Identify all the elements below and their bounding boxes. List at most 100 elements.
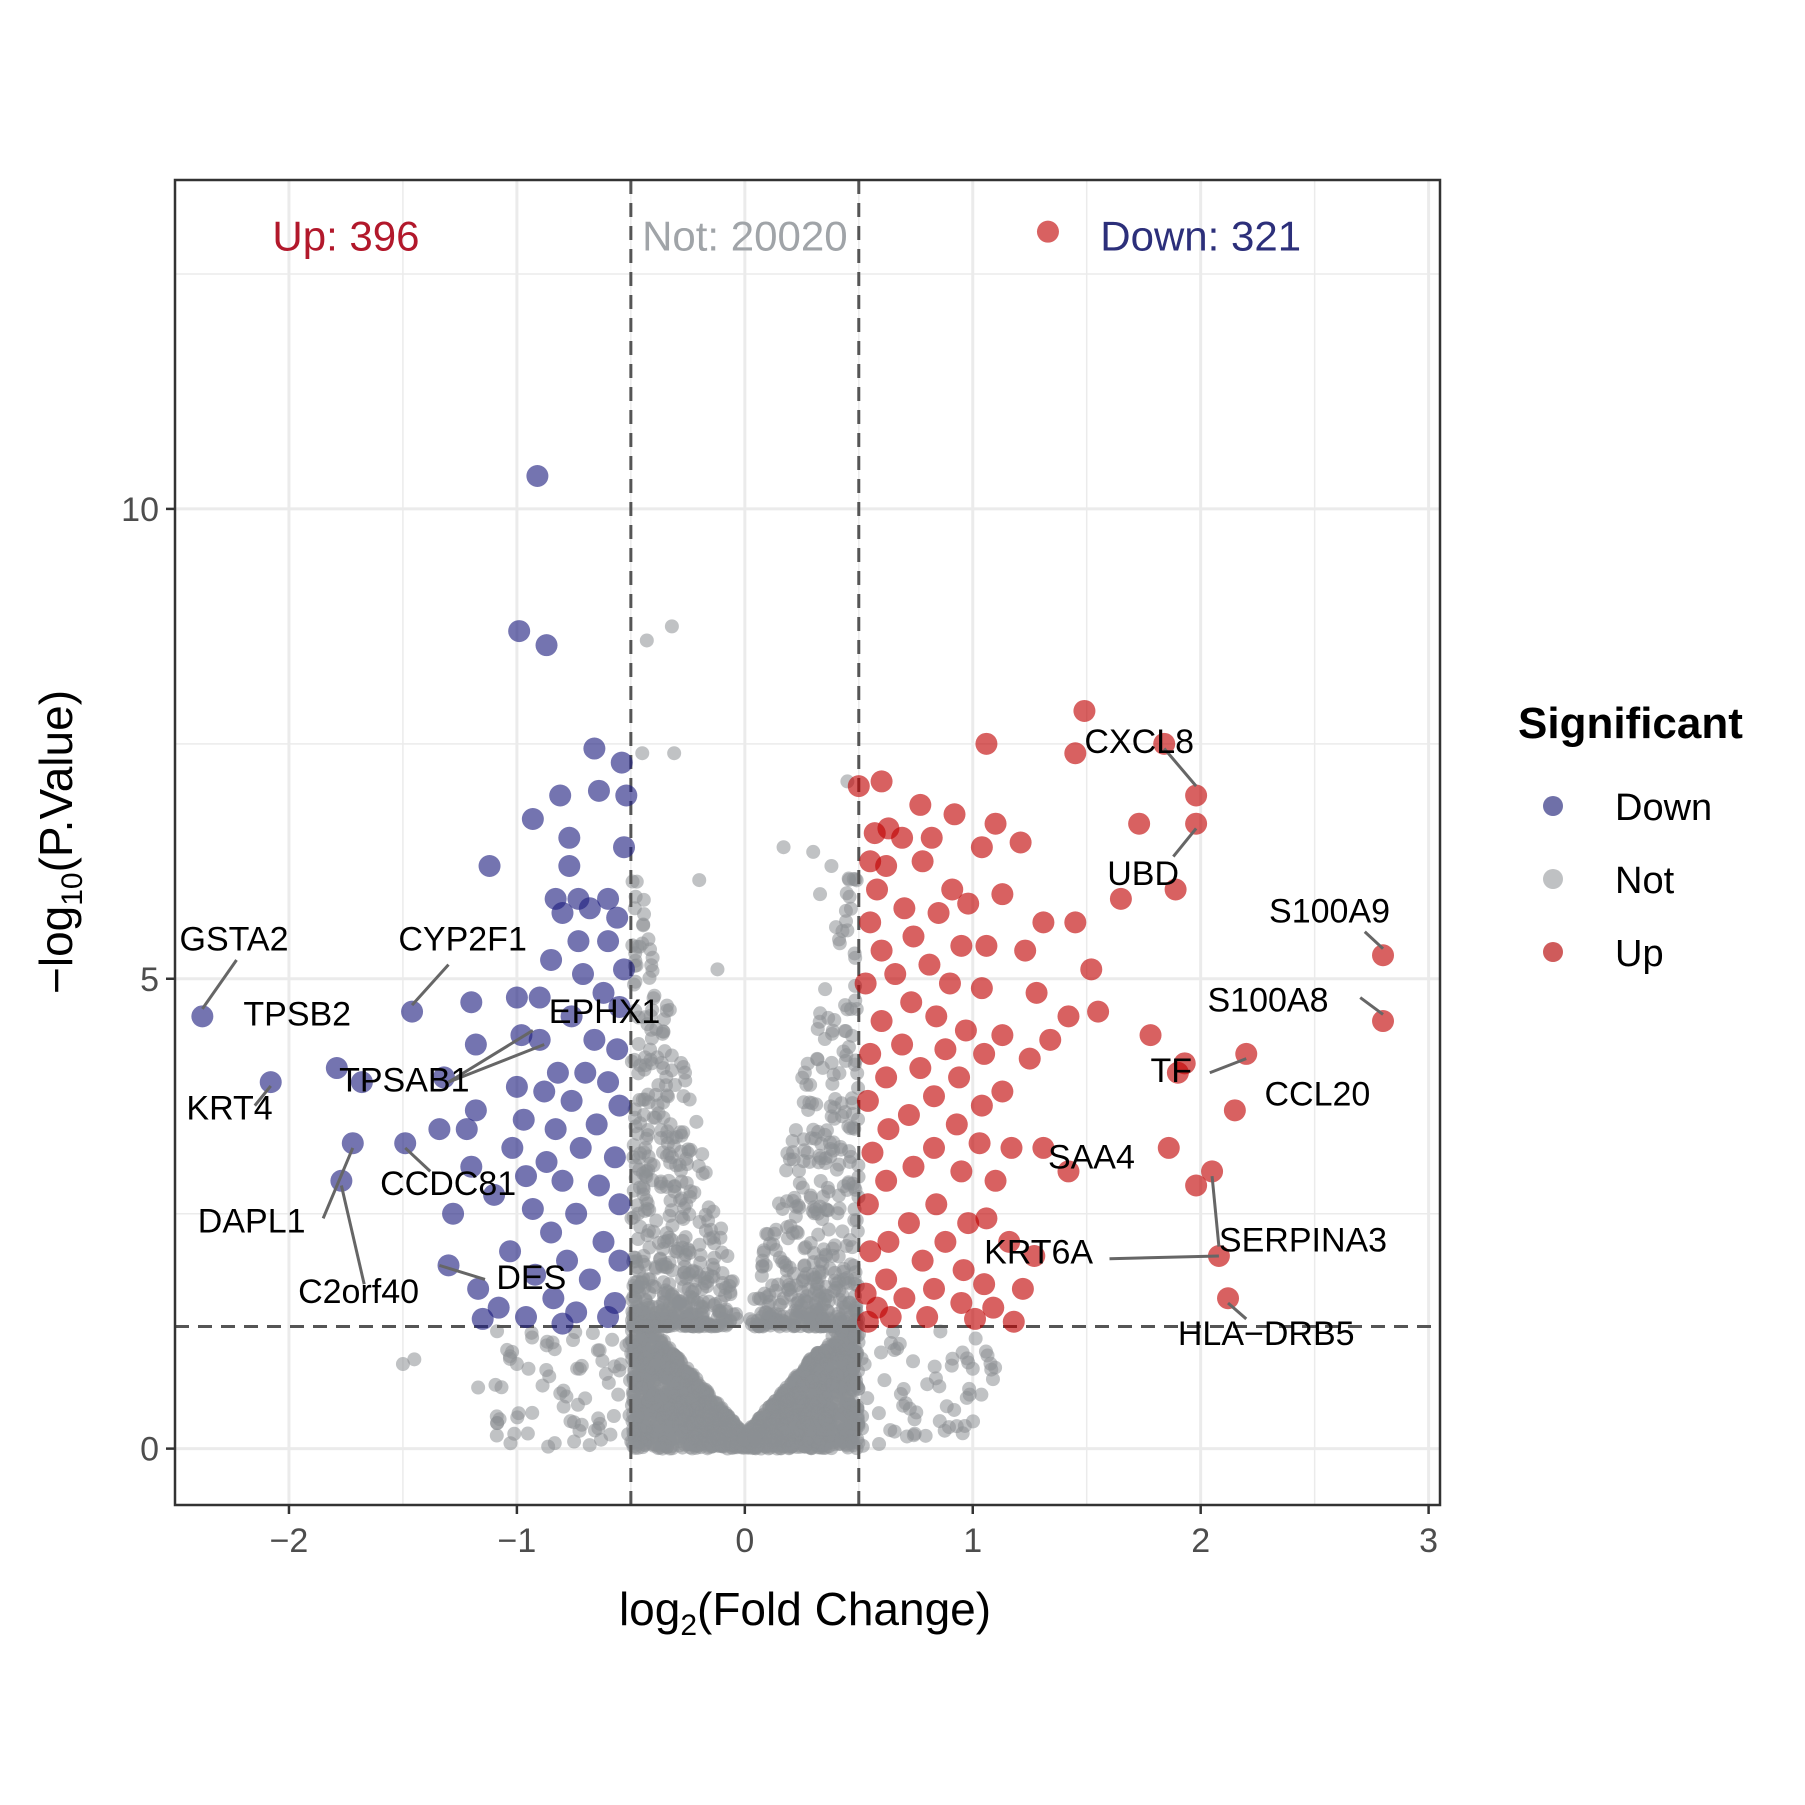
not-point	[831, 1188, 846, 1203]
label-connector	[438, 1263, 486, 1281]
up-point	[1014, 939, 1037, 962]
not-point	[826, 1067, 841, 1082]
down-point	[549, 784, 572, 807]
up-point	[1157, 1136, 1180, 1159]
not-point	[806, 844, 821, 859]
down-point	[460, 991, 483, 1014]
up-point	[897, 1212, 920, 1235]
not-point	[659, 1088, 674, 1103]
label-connector	[1359, 996, 1384, 1016]
not-point	[703, 1403, 718, 1418]
down-point	[478, 854, 501, 877]
count-annotation: Up: 396	[272, 212, 419, 259]
not-point	[648, 1260, 663, 1275]
not-point	[846, 1120, 861, 1135]
not-point	[838, 998, 853, 1013]
not-point	[667, 746, 682, 761]
not-point	[643, 1042, 658, 1057]
not-point	[648, 1110, 663, 1125]
up-point	[952, 1259, 975, 1282]
label-connector	[1227, 1301, 1248, 1321]
not-point	[844, 1379, 859, 1394]
down-point	[592, 981, 615, 1004]
down-point	[578, 897, 601, 920]
down-point	[526, 465, 549, 488]
down-point	[501, 1136, 524, 1159]
not-point	[797, 1258, 812, 1273]
down-point	[350, 1071, 373, 1094]
not-point	[788, 1123, 803, 1138]
not-point	[796, 1273, 811, 1288]
not-point	[813, 1006, 828, 1021]
label-connector	[410, 963, 450, 1007]
down-point	[442, 1202, 465, 1225]
up-point	[1023, 1244, 1046, 1267]
not-point	[777, 1425, 792, 1440]
down-point	[483, 1183, 506, 1206]
not-point	[811, 1438, 826, 1453]
up-point	[923, 1085, 945, 1108]
label-connector	[1109, 1254, 1219, 1261]
up-point	[1064, 742, 1087, 765]
down-point	[597, 887, 620, 910]
up-point	[870, 1010, 893, 1033]
down-point	[583, 737, 606, 760]
not-point	[521, 1361, 536, 1376]
not-point	[676, 1211, 691, 1226]
not-point	[520, 1426, 535, 1441]
down-point	[533, 1080, 556, 1103]
not-point	[626, 1150, 641, 1165]
up-point	[950, 1160, 973, 1183]
not-point	[683, 1142, 698, 1157]
up-point	[968, 1132, 991, 1155]
not-point	[766, 1415, 781, 1430]
down-point	[191, 1005, 214, 1028]
up-point	[945, 1113, 968, 1136]
gene-label: SERPINA3	[1219, 1221, 1387, 1259]
down-point	[571, 963, 594, 986]
down-point	[508, 620, 531, 643]
up-point	[911, 1249, 934, 1272]
not-point	[811, 1227, 826, 1242]
down-point	[613, 836, 636, 859]
up-point	[1173, 1052, 1196, 1075]
not-point	[714, 1221, 729, 1236]
down-point	[515, 1165, 538, 1188]
y-tick-label: 0	[140, 1431, 159, 1469]
not-point	[818, 982, 833, 997]
not-point	[906, 1354, 921, 1369]
up-point	[1372, 1010, 1395, 1033]
down-point	[546, 1061, 569, 1084]
up-point	[909, 1057, 932, 1080]
not-point	[686, 1390, 701, 1405]
not-point	[611, 1387, 626, 1402]
not-point	[635, 746, 650, 761]
x-axis-title: log2(Fold Change)	[619, 1583, 991, 1642]
up-point	[1080, 958, 1103, 981]
x-tick-label: −2	[270, 1522, 309, 1560]
not-point	[839, 1238, 854, 1253]
down-point	[603, 1146, 626, 1169]
up-point	[991, 1024, 1014, 1047]
label-connectors	[201, 747, 1385, 1321]
down-point	[551, 901, 574, 924]
not-point	[782, 1282, 797, 1297]
not-point	[595, 1353, 610, 1368]
up-point	[893, 1287, 916, 1310]
not-point	[673, 1125, 688, 1140]
up-point	[1057, 1160, 1080, 1183]
not-point	[763, 1236, 778, 1251]
down-point	[558, 854, 581, 877]
up-point	[920, 826, 943, 849]
legend-key-not	[1543, 869, 1563, 889]
not-point	[801, 1357, 816, 1372]
y-tick-label: 10	[121, 491, 159, 529]
not-point	[503, 1436, 518, 1451]
up-point	[970, 977, 993, 1000]
down-point	[535, 634, 558, 657]
not-point	[795, 1379, 810, 1394]
up-point	[948, 1066, 971, 1089]
down-point	[551, 1312, 574, 1335]
up-point	[875, 1169, 898, 1192]
down-point	[592, 1230, 615, 1253]
